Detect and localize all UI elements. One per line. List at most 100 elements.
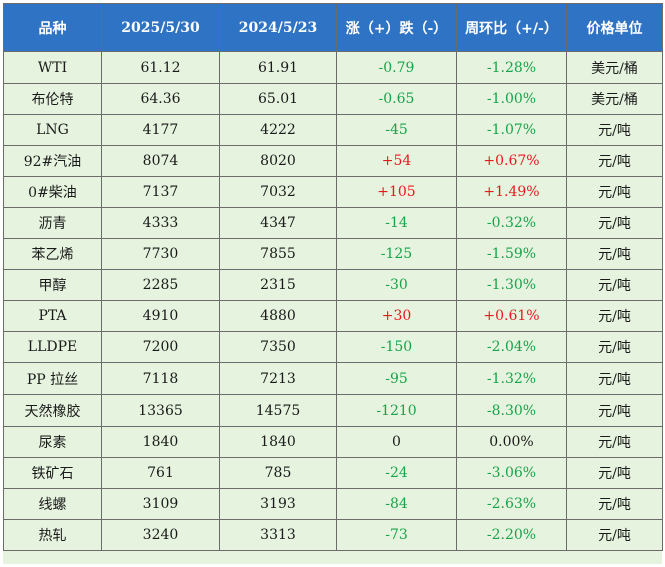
price-previous-cell: 7032 — [219, 176, 337, 208]
week-on-week-cell: +0.61% — [456, 300, 567, 332]
price-current-cell: 61.12 — [101, 51, 220, 84]
week-on-week-cell: 0.00% — [456, 426, 567, 458]
table-row: 布伦特 64.36 65.01 -0.65 -1.00% 美元/桶 — [3, 83, 663, 115]
product-name-cell: PP 拉丝 — [3, 362, 102, 395]
price-current-cell: 64.36 — [101, 83, 220, 115]
price-current-cell: 2285 — [101, 269, 220, 301]
unit-cell: 美元/桶 — [566, 83, 663, 115]
table-row: PP 拉丝 7118 7213 -95 -1.32% 元/吨 — [3, 362, 663, 395]
unit-cell: 元/吨 — [566, 114, 663, 146]
week-on-week-cell: -1.30% — [456, 269, 567, 301]
unit-cell: 元/吨 — [566, 145, 663, 177]
price-current-cell: 4333 — [101, 207, 220, 239]
week-on-week-cell: -2.20% — [456, 519, 567, 551]
week-on-week-cell: -1.59% — [456, 238, 567, 270]
week-on-week-cell: +0.67% — [456, 145, 567, 177]
unit-cell: 元/吨 — [566, 488, 663, 520]
table-row: LLDPE 7200 7350 -150 -2.04% 元/吨 — [3, 331, 663, 363]
unit-cell: 元/吨 — [566, 426, 663, 458]
product-name-cell: 布伦特 — [3, 83, 102, 115]
table-row: WTI 61.12 61.91 -0.79 -1.28% 美元/桶 — [3, 51, 663, 84]
week-on-week-cell: -0.32% — [456, 207, 567, 239]
header-week-on-week: 周环比（+/-） — [456, 3, 567, 52]
change-cell: -14 — [336, 207, 457, 239]
week-on-week-cell: -1.07% — [456, 114, 567, 146]
change-cell: -0.79 — [336, 51, 457, 84]
table-row: 甲醇 2285 2315 -30 -1.30% 元/吨 — [3, 269, 663, 301]
week-on-week-cell: -2.63% — [456, 488, 567, 520]
table-row: PTA 4910 4880 +30 +0.61% 元/吨 — [3, 300, 663, 332]
table-row: 0#柴油 7137 7032 +105 +1.49% 元/吨 — [3, 176, 663, 208]
change-cell: -73 — [336, 519, 457, 551]
product-name-cell: 0#柴油 — [3, 176, 102, 208]
header-date-current: 2025/5/30 — [101, 3, 220, 52]
product-name-cell: LNG — [3, 114, 102, 146]
price-previous-cell: 3193 — [219, 488, 337, 520]
price-current-cell: 7730 — [101, 238, 220, 270]
price-current-cell: 1840 — [101, 426, 220, 458]
change-cell: -24 — [336, 457, 457, 489]
price-current-cell: 8074 — [101, 145, 220, 177]
unit-cell: 元/吨 — [566, 269, 663, 301]
change-cell: -1210 — [336, 394, 457, 427]
product-name-cell: 92#汽油 — [3, 145, 102, 177]
price-previous-cell: 65.01 — [219, 83, 337, 115]
unit-cell: 元/吨 — [566, 238, 663, 270]
product-name-cell: WTI — [3, 51, 102, 84]
price-table-container: 品种 2025/5/30 2024/5/23 涨（+）跌（-） 周环比（+/-）… — [3, 3, 663, 564]
price-current-cell: 4177 — [101, 114, 220, 146]
product-name-cell: LLDPE — [3, 331, 102, 363]
table-row: LNG 4177 4222 -45 -1.07% 元/吨 — [3, 114, 663, 146]
price-previous-cell: 61.91 — [219, 51, 337, 84]
change-cell: +30 — [336, 300, 457, 332]
header-product: 品种 — [3, 3, 102, 52]
unit-cell: 元/吨 — [566, 394, 663, 427]
unit-cell: 美元/桶 — [566, 51, 663, 84]
week-on-week-cell: -1.28% — [456, 51, 567, 84]
table-row: 尿素 1840 1840 0 0.00% 元/吨 — [3, 426, 663, 458]
change-cell: -150 — [336, 331, 457, 363]
header-date-previous: 2024/5/23 — [219, 3, 337, 52]
price-previous-cell: 785 — [219, 457, 337, 489]
unit-cell: 元/吨 — [566, 176, 663, 208]
product-name-cell: PTA — [3, 300, 102, 332]
product-name-cell: 线螺 — [3, 488, 102, 520]
change-cell: -0.65 — [336, 83, 457, 115]
change-cell: +54 — [336, 145, 457, 177]
product-name-cell: 沥青 — [3, 207, 102, 239]
change-cell: -95 — [336, 362, 457, 395]
price-current-cell: 3109 — [101, 488, 220, 520]
price-previous-cell: 1840 — [219, 426, 337, 458]
table-row: 天然橡胶 13365 14575 -1210 -8.30% 元/吨 — [3, 394, 663, 427]
table-row: 线螺 3109 3193 -84 -2.63% 元/吨 — [3, 488, 663, 520]
header-change: 涨（+）跌（-） — [336, 3, 457, 52]
price-previous-cell: 7350 — [219, 331, 337, 363]
price-previous-cell: 7213 — [219, 362, 337, 395]
product-name-cell: 铁矿石 — [3, 457, 102, 489]
unit-cell: 元/吨 — [566, 331, 663, 363]
week-on-week-cell: -1.32% — [456, 362, 567, 395]
change-cell: -125 — [336, 238, 457, 270]
unit-cell: 元/吨 — [566, 362, 663, 395]
price-current-cell: 761 — [101, 457, 220, 489]
change-cell: -84 — [336, 488, 457, 520]
header-row: 品种 2025/5/30 2024/5/23 涨（+）跌（-） 周环比（+/-）… — [3, 3, 663, 52]
price-current-cell: 4910 — [101, 300, 220, 332]
change-cell: -45 — [336, 114, 457, 146]
price-current-cell: 7118 — [101, 362, 220, 395]
price-previous-cell: 4347 — [219, 207, 337, 239]
price-previous-cell: 14575 — [219, 394, 337, 427]
product-name-cell: 热轧 — [3, 519, 102, 551]
price-previous-cell: 3313 — [219, 519, 337, 551]
change-cell: +105 — [336, 176, 457, 208]
header-unit: 价格单位 — [566, 3, 663, 52]
week-on-week-cell: -8.30% — [456, 394, 567, 427]
price-current-cell: 3240 — [101, 519, 220, 551]
table-row: 92#汽油 8074 8020 +54 +0.67% 元/吨 — [3, 145, 663, 177]
price-previous-cell: 8020 — [219, 145, 337, 177]
product-name-cell: 天然橡胶 — [3, 394, 102, 427]
table-header: 品种 2025/5/30 2024/5/23 涨（+）跌（-） 周环比（+/-）… — [3, 3, 663, 52]
unit-cell: 元/吨 — [566, 519, 663, 551]
table-row: 热轧 3240 3313 -73 -2.20% 元/吨 — [3, 519, 663, 551]
week-on-week-cell: -3.06% — [456, 457, 567, 489]
